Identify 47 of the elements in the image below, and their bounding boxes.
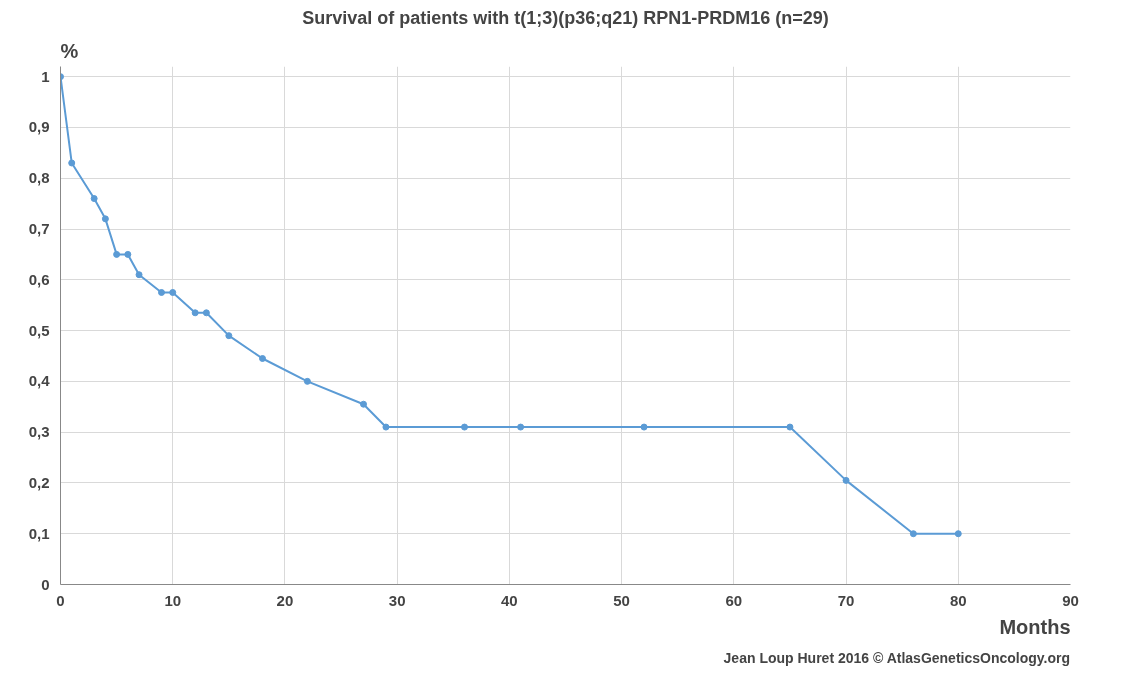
y-tick-label: 0,2 — [28, 473, 50, 491]
point — [786, 423, 794, 431]
x-tick-label: 0 — [56, 591, 65, 609]
point — [113, 250, 121, 258]
point — [169, 289, 177, 296]
y-tick-label: 1 — [41, 67, 50, 85]
point — [101, 215, 109, 223]
point — [461, 423, 468, 431]
x-tick-label: 60 — [725, 591, 743, 609]
x-tick-label: 90 — [1062, 591, 1079, 609]
x-tick-label: 20 — [276, 591, 294, 609]
point — [191, 309, 199, 317]
x-tick-label: 30 — [388, 591, 406, 609]
point — [259, 355, 266, 362]
point — [954, 530, 962, 538]
x-tick-label: 40 — [501, 591, 518, 609]
text: Jean Loup Huret 2016 © AtlasGeneticsOncology.org — [723, 649, 1070, 666]
x-tick-label: 70 — [837, 591, 855, 609]
y-tick-label: 0 — [41, 575, 50, 593]
chart-title: Survival of patients with t(1;3)(p36;q21) RPN1-PRDM16 (n=29) — [302, 7, 829, 28]
y-tick-label: 0,9 — [28, 118, 50, 136]
point — [158, 289, 165, 296]
point — [842, 476, 850, 484]
y-tick-label: 0,8 — [28, 169, 50, 187]
point — [382, 423, 390, 431]
point — [909, 530, 917, 538]
point — [517, 423, 525, 431]
point — [68, 159, 76, 167]
x-axis-title: Months — [999, 615, 1071, 638]
point — [135, 271, 143, 279]
y-tick-label: 0,6 — [28, 270, 50, 288]
y-axis-title: % — [60, 39, 79, 62]
point — [360, 400, 367, 408]
point — [640, 423, 648, 431]
y-tick-label: 0,3 — [28, 423, 50, 441]
y-tick-label: 0,5 — [28, 321, 50, 339]
x-tick-label: 50 — [613, 591, 630, 609]
y-tick-label: 0,1 — [28, 524, 50, 542]
x-tick-label: 10 — [164, 591, 182, 609]
point — [202, 309, 210, 317]
x-tick-label: 80 — [949, 591, 967, 609]
point — [90, 195, 98, 203]
point — [124, 250, 132, 258]
point — [303, 377, 311, 385]
y-tick-label: 0,7 — [28, 220, 50, 238]
y-tick-label: 0,4 — [28, 372, 51, 390]
point — [225, 332, 233, 340]
